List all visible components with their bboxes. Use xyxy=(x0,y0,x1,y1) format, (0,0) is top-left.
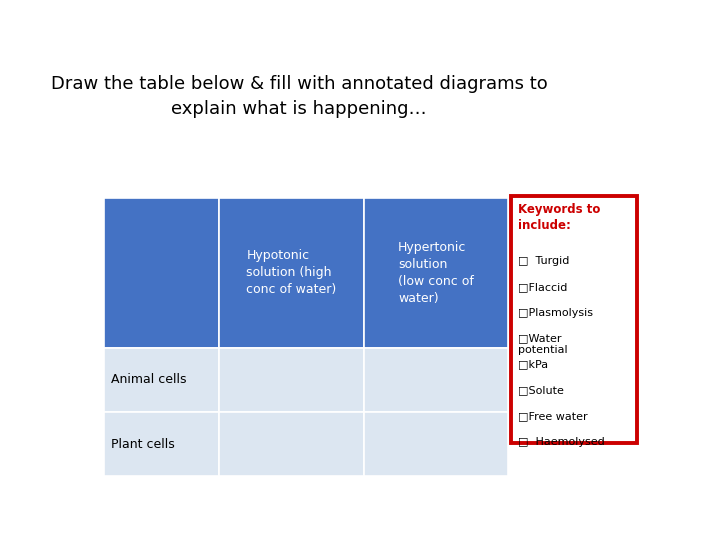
Text: Hypotonic
solution (high
conc of water): Hypotonic solution (high conc of water) xyxy=(246,249,337,296)
Text: explain what is happening…: explain what is happening… xyxy=(171,100,427,118)
Bar xyxy=(104,348,220,412)
Text: □  Haemolysed: □ Haemolysed xyxy=(518,437,605,447)
Text: Animal cells: Animal cells xyxy=(111,373,186,386)
Text: □Plasmolysis: □Plasmolysis xyxy=(518,308,593,318)
Bar xyxy=(364,348,508,412)
Text: Keywords to
include:: Keywords to include: xyxy=(518,203,600,232)
Text: □Free water: □Free water xyxy=(518,411,588,421)
Bar xyxy=(511,196,637,443)
Text: □Water
potential: □Water potential xyxy=(518,334,567,355)
Bar xyxy=(364,198,508,348)
Bar xyxy=(104,198,220,348)
Text: Hypertonic
solution
(low conc of
water): Hypertonic solution (low conc of water) xyxy=(398,241,474,305)
Bar xyxy=(220,412,364,476)
Text: □  Turgid: □ Turgid xyxy=(518,256,570,266)
Text: Draw the table below & fill with annotated diagrams to: Draw the table below & fill with annotat… xyxy=(51,75,548,93)
Bar xyxy=(220,348,364,412)
Text: Plant cells: Plant cells xyxy=(111,438,174,451)
Bar xyxy=(364,412,508,476)
Text: □Solute: □Solute xyxy=(518,385,564,395)
Bar xyxy=(104,412,220,476)
Text: □kPa: □kPa xyxy=(518,360,548,369)
Bar xyxy=(220,198,364,348)
Text: □Flaccid: □Flaccid xyxy=(518,282,567,292)
